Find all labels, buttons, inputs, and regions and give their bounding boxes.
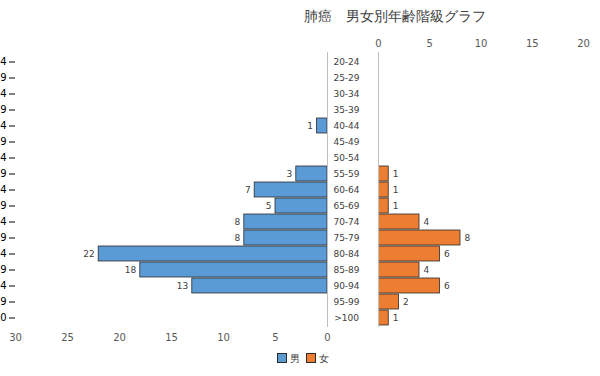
svg-text:45-49: 45-49 bbox=[0, 136, 7, 147]
svg-text:4: 4 bbox=[424, 217, 430, 227]
svg-text:5: 5 bbox=[272, 332, 278, 343]
svg-text:8: 8 bbox=[235, 217, 241, 227]
svg-text:1: 1 bbox=[393, 169, 399, 179]
svg-text:30-34: 30-34 bbox=[333, 89, 359, 99]
svg-text:50-54: 50-54 bbox=[0, 152, 7, 163]
svg-text:60-64: 60-64 bbox=[333, 185, 359, 195]
svg-text:70-74: 70-74 bbox=[0, 216, 7, 227]
html-text:肺癌 男女別年齢階級グラフ: 肺癌 男女別年齢階級グラフ bbox=[304, 8, 486, 24]
svg-text:70-74: 70-74 bbox=[333, 217, 359, 227]
svg-text:4: 4 bbox=[424, 265, 430, 275]
svg-text:7: 7 bbox=[245, 185, 251, 195]
svg-text:25: 25 bbox=[61, 332, 74, 343]
svg-text:5: 5 bbox=[427, 38, 433, 49]
svg-text:18: 18 bbox=[125, 265, 137, 275]
svg-text:75-79: 75-79 bbox=[333, 233, 359, 243]
svg-text:85-89: 85-89 bbox=[333, 265, 359, 275]
svg-text:1: 1 bbox=[307, 121, 313, 131]
svg-text:15: 15 bbox=[526, 38, 539, 49]
svg-text:40-44: 40-44 bbox=[333, 121, 359, 131]
svg-text:6: 6 bbox=[444, 281, 450, 291]
svg-text:>100: >100 bbox=[0, 312, 7, 323]
svg-text:10: 10 bbox=[475, 38, 488, 49]
svg-text:1: 1 bbox=[393, 201, 399, 211]
svg-text:50-54: 50-54 bbox=[333, 153, 359, 163]
svg-text:3: 3 bbox=[287, 169, 293, 179]
svg-text:25-29: 25-29 bbox=[0, 72, 7, 83]
svg-text:80-84: 80-84 bbox=[333, 249, 359, 259]
svg-text:6: 6 bbox=[444, 249, 450, 259]
svg-text:95-99: 95-99 bbox=[333, 297, 359, 307]
svg-text:55-59: 55-59 bbox=[333, 169, 359, 179]
svg-text:13: 13 bbox=[177, 281, 188, 291]
svg-text:0: 0 bbox=[324, 332, 330, 343]
svg-text:90-94: 90-94 bbox=[0, 280, 7, 291]
svg-text:1: 1 bbox=[393, 313, 399, 323]
svg-text:20: 20 bbox=[577, 38, 590, 49]
svg-text:35-39: 35-39 bbox=[333, 105, 359, 115]
svg-text:20-24: 20-24 bbox=[333, 57, 359, 67]
svg-text:90-94: 90-94 bbox=[333, 281, 359, 291]
svg-text:45-49: 45-49 bbox=[333, 137, 359, 147]
html-text:男: 男 bbox=[290, 353, 300, 364]
svg-text:>100: >100 bbox=[334, 313, 359, 323]
svg-text:30-34: 30-34 bbox=[0, 88, 7, 99]
svg-text:40-44: 40-44 bbox=[0, 120, 7, 131]
svg-text:15: 15 bbox=[165, 332, 178, 343]
svg-text:95-99: 95-99 bbox=[0, 296, 7, 307]
svg-text:35-39: 35-39 bbox=[0, 104, 7, 115]
svg-text:65-69: 65-69 bbox=[333, 201, 359, 211]
svg-text:60-64: 60-64 bbox=[0, 184, 7, 195]
svg-text:8: 8 bbox=[465, 233, 471, 243]
svg-text:1: 1 bbox=[393, 185, 399, 195]
svg-text:22: 22 bbox=[83, 249, 94, 259]
html-text:女: 女 bbox=[319, 353, 329, 364]
svg-text:10: 10 bbox=[217, 332, 230, 343]
svg-text:85-89: 85-89 bbox=[0, 264, 7, 275]
svg-text:25-29: 25-29 bbox=[333, 73, 359, 83]
svg-text:20: 20 bbox=[113, 332, 126, 343]
svg-text:20-24: 20-24 bbox=[0, 56, 7, 67]
svg-text:0: 0 bbox=[375, 38, 381, 49]
svg-text:8: 8 bbox=[235, 233, 241, 243]
svg-text:30: 30 bbox=[9, 332, 22, 343]
svg-text:2: 2 bbox=[403, 297, 409, 307]
svg-text:75-79: 75-79 bbox=[0, 232, 7, 243]
svg-text:65-69: 65-69 bbox=[0, 200, 7, 211]
svg-text:5: 5 bbox=[266, 201, 272, 211]
svg-text:80-84: 80-84 bbox=[0, 248, 7, 259]
svg-text:55-59: 55-59 bbox=[0, 168, 7, 179]
